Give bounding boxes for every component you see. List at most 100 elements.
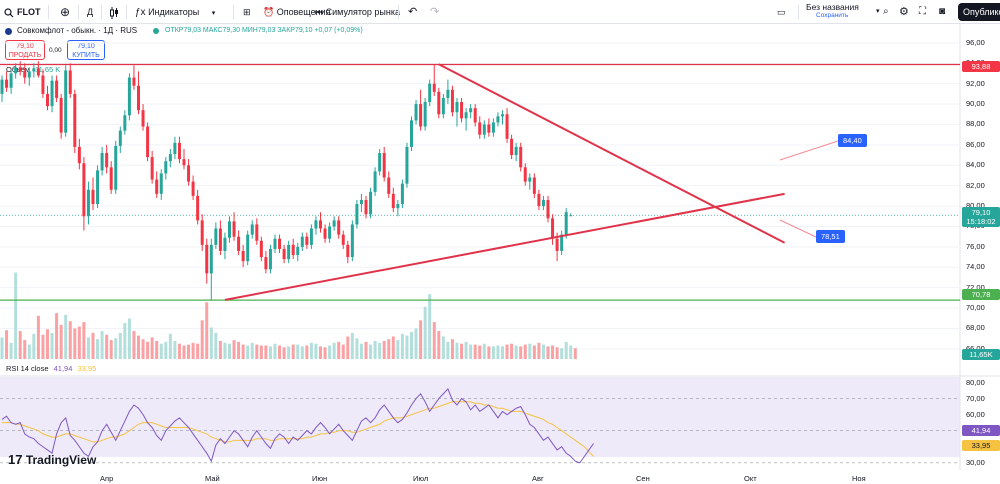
candle-body bbox=[223, 237, 227, 251]
candle-body bbox=[250, 224, 254, 235]
fullscreen-icon[interactable]: ⛶ bbox=[919, 6, 926, 17]
price-axis-label: 84,00 bbox=[966, 160, 985, 170]
volume-bar bbox=[150, 337, 154, 359]
volume-bar bbox=[314, 343, 318, 359]
candle-body bbox=[455, 102, 459, 113]
interval-selector[interactable]: Д bbox=[87, 7, 94, 17]
candle-body bbox=[510, 138, 514, 156]
volume-bar bbox=[137, 335, 140, 359]
candle-body bbox=[296, 246, 300, 256]
volume-bar bbox=[177, 343, 181, 359]
candle-body bbox=[159, 173, 163, 194]
sell-button[interactable]: 79,10 ПРОДАТЬ bbox=[5, 40, 45, 60]
buy-button[interactable]: 79,10 КУПИТЬ bbox=[67, 40, 105, 60]
add-symbol-icon[interactable]: ⊕ bbox=[60, 5, 71, 19]
undo-icon[interactable]: ↶ bbox=[408, 6, 418, 18]
volume-bar bbox=[528, 343, 532, 359]
candle-body bbox=[246, 234, 250, 262]
candle-body bbox=[410, 120, 413, 147]
candle-style-icon[interactable] bbox=[109, 0, 119, 24]
volume-bar bbox=[428, 294, 432, 359]
volume-bar bbox=[50, 332, 54, 359]
alerts-button[interactable]: ⏰ Оповещения bbox=[263, 0, 330, 24]
candle-body bbox=[350, 224, 354, 258]
symbol-search-icon[interactable] bbox=[4, 0, 14, 24]
candle-body bbox=[419, 104, 423, 127]
volume-bar bbox=[350, 332, 354, 359]
candle-body bbox=[237, 236, 241, 251]
indicators-label: Индикаторы bbox=[148, 7, 200, 17]
candle-body bbox=[182, 159, 186, 166]
time-axis-label: Сен bbox=[636, 474, 650, 483]
candle-body bbox=[323, 228, 327, 239]
candle-body bbox=[273, 238, 277, 249]
candle-body bbox=[450, 89, 454, 113]
descending-trendline bbox=[438, 63, 786, 244]
ticker-symbol[interactable]: FLOT bbox=[17, 7, 41, 17]
candle-body bbox=[287, 244, 291, 260]
candle-body bbox=[82, 163, 86, 217]
volume-bar bbox=[132, 331, 136, 359]
candle-body bbox=[118, 130, 122, 146]
layout-grid-icon[interactable]: ▭ bbox=[777, 7, 786, 17]
candle-body bbox=[5, 79, 9, 88]
candle-body bbox=[68, 70, 72, 94]
indicators-button[interactable]: ƒx Индикаторы ▾ bbox=[135, 0, 215, 24]
indicators-icon: ƒx bbox=[135, 7, 146, 18]
candle-body bbox=[209, 244, 213, 274]
layout-chevron-down-icon[interactable]: ▾ bbox=[876, 8, 880, 15]
alarm-clock-icon: ⏰ bbox=[263, 7, 275, 17]
rewind-icon: ⏮ bbox=[315, 7, 324, 17]
toolbar-divider bbox=[233, 5, 234, 19]
candle-body bbox=[150, 157, 154, 180]
volume-bar bbox=[487, 346, 491, 359]
volume-legend: Объём 11,65 K bbox=[6, 65, 60, 74]
volume-bar bbox=[300, 346, 304, 359]
candle-body bbox=[423, 102, 427, 127]
tradingview-logo[interactable]: 17 TradingView bbox=[8, 452, 96, 467]
candle-body bbox=[460, 102, 464, 119]
candle-body bbox=[46, 93, 49, 107]
volume-bar bbox=[405, 335, 409, 359]
bar-countdown: 15:18:02 bbox=[966, 217, 996, 226]
volume-bar bbox=[423, 306, 427, 359]
candle-body bbox=[501, 114, 504, 117]
candle-body bbox=[441, 97, 445, 115]
volume-bar bbox=[514, 345, 518, 359]
price-callout-lower[interactable]: 78,51 bbox=[816, 230, 845, 243]
candle-body bbox=[132, 77, 136, 86]
candle-body bbox=[551, 218, 555, 239]
volume-bar bbox=[369, 344, 373, 359]
search-icon[interactable]: ⌕ bbox=[883, 6, 889, 17]
redo-icon[interactable]: ↷ bbox=[430, 6, 440, 18]
volume-bar bbox=[91, 332, 95, 359]
price-axis-label: 92,00 bbox=[966, 78, 985, 88]
last-price: 79,10 bbox=[971, 208, 991, 217]
market-status-icon bbox=[153, 28, 159, 34]
candle-body bbox=[50, 80, 54, 107]
volume-bar bbox=[200, 320, 204, 359]
toolbar-divider bbox=[101, 5, 102, 19]
layouts-icon[interactable]: ⊞ bbox=[243, 7, 251, 17]
rsi-title: RSI 14 close bbox=[6, 364, 49, 373]
candle-body bbox=[382, 153, 386, 178]
volume-bar bbox=[218, 341, 222, 359]
candle-body bbox=[23, 71, 27, 78]
candle-body bbox=[314, 220, 318, 229]
volume-bar bbox=[410, 332, 413, 359]
volume-bar bbox=[446, 341, 450, 359]
candle-body bbox=[437, 91, 441, 115]
candle-body bbox=[378, 153, 382, 172]
symbol-description[interactable]: Совкомфлот - обыкн. · 1Д · RUS bbox=[17, 26, 138, 35]
rsi-value: 41,94 bbox=[53, 364, 73, 373]
price-callout-upper[interactable]: 84,40 bbox=[838, 134, 867, 147]
replay-button[interactable]: ⏮ Симулятор рынка bbox=[315, 0, 400, 24]
ohlc-values: ОТКР79,03 МАКС79,30 МИН79,03 ЗАКР79,10 +… bbox=[165, 27, 363, 34]
volume-bar bbox=[373, 341, 377, 359]
camera-icon[interactable]: ◙ bbox=[939, 6, 946, 17]
publish-button[interactable]: Опубликова bbox=[958, 3, 1000, 21]
alerts-label: Оповещения bbox=[276, 7, 331, 17]
volume-bar bbox=[96, 339, 100, 359]
gear-icon[interactable]: ⚙ bbox=[899, 6, 909, 18]
